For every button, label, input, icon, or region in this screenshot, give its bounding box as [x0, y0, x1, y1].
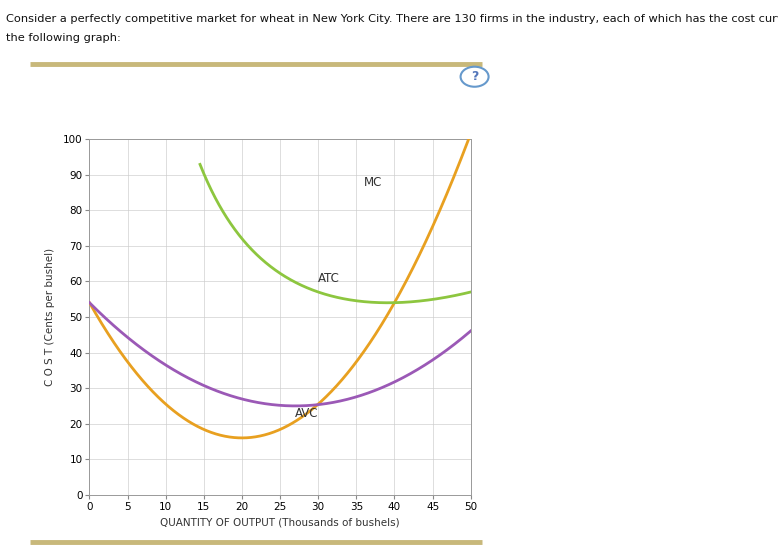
Text: MC: MC — [364, 176, 382, 189]
Text: Consider a perfectly competitive market for wheat in New York City. There are 13: Consider a perfectly competitive market … — [6, 14, 778, 24]
FancyBboxPatch shape — [20, 57, 502, 543]
Text: ATC: ATC — [318, 272, 340, 285]
Text: AVC: AVC — [296, 407, 319, 420]
Text: the following graph:: the following graph: — [6, 33, 121, 43]
Text: ?: ? — [471, 70, 478, 83]
X-axis label: QUANTITY OF OUTPUT (Thousands of bushels): QUANTITY OF OUTPUT (Thousands of bushels… — [160, 517, 400, 527]
Y-axis label: C O S T (Cents per bushel): C O S T (Cents per bushel) — [44, 248, 54, 386]
